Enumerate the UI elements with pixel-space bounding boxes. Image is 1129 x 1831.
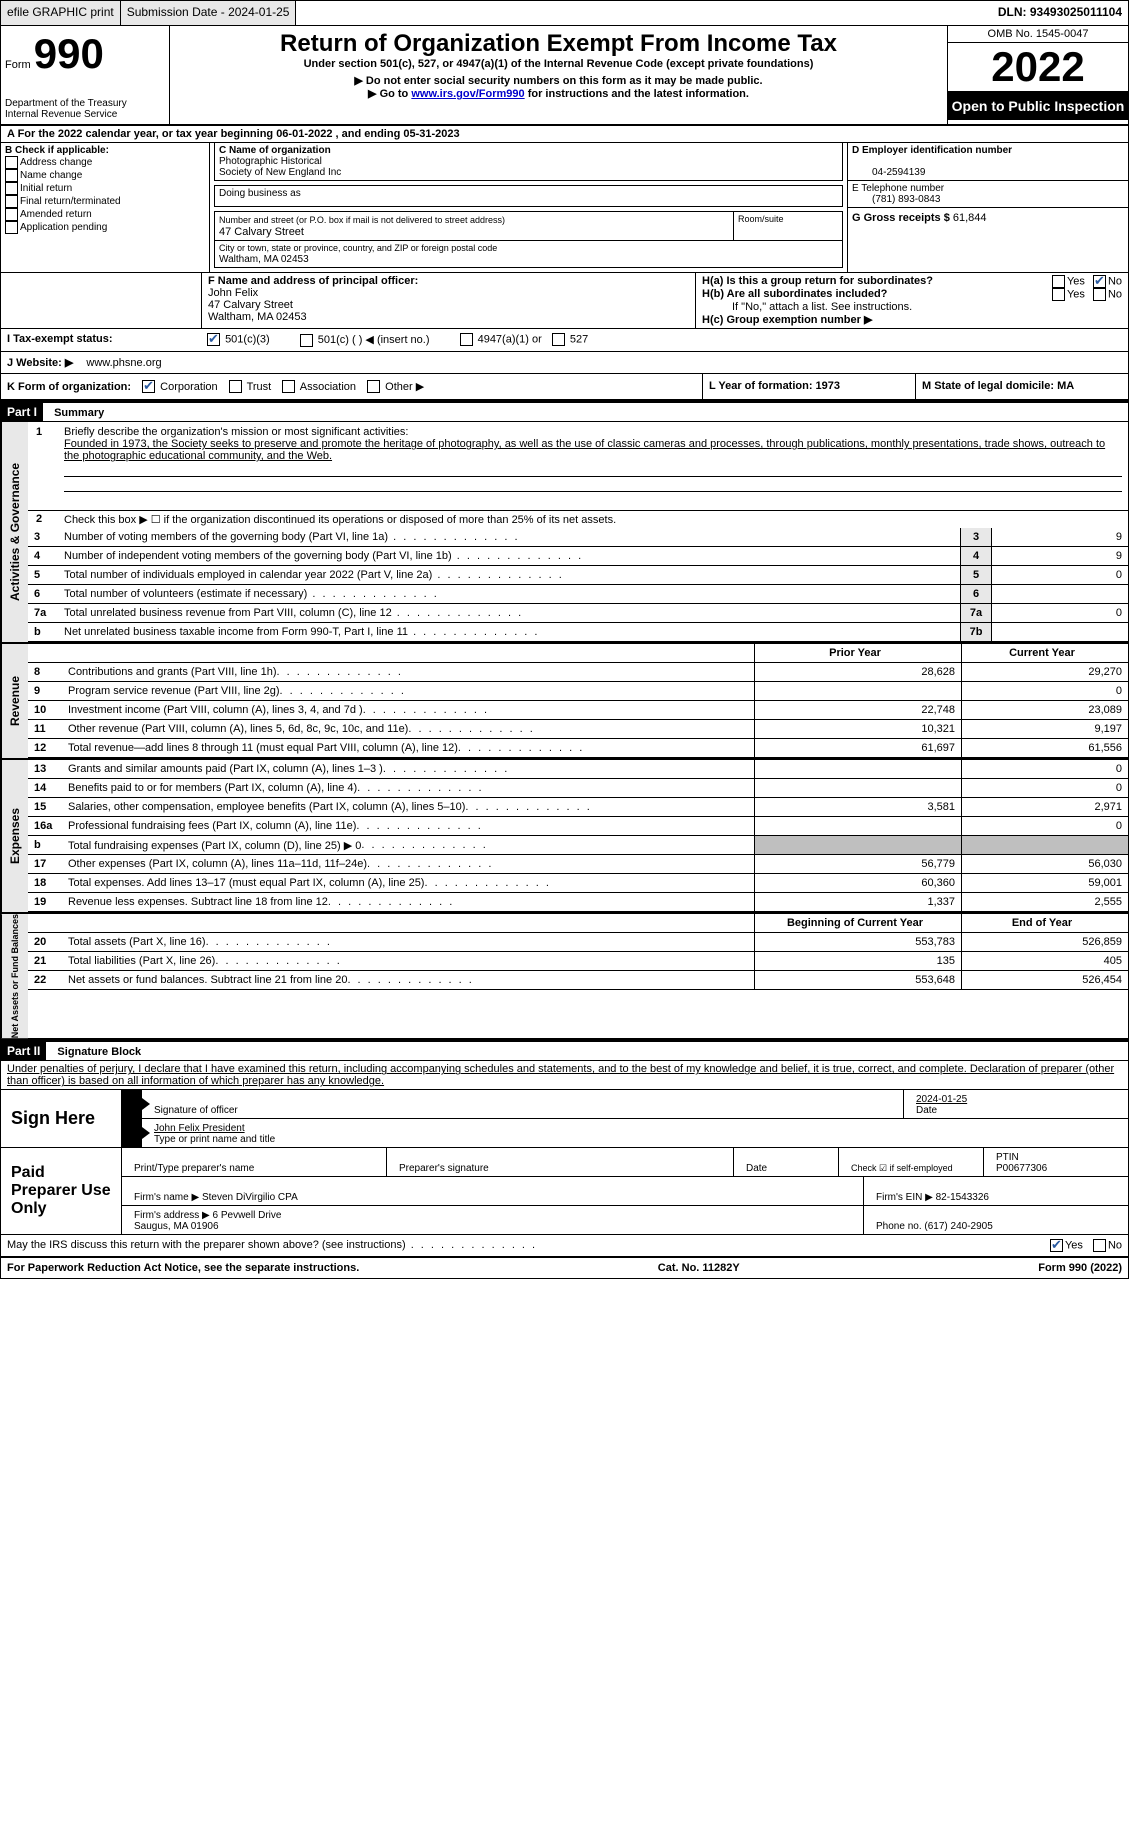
street-addr: 47 Calvary Street <box>219 226 304 238</box>
b-final[interactable]: Final return/terminated <box>5 195 205 208</box>
gov-label: Activities & Governance <box>1 422 28 642</box>
net-label: Net Assets or Fund Balances <box>1 914 28 1038</box>
efile-btn[interactable]: efile GRAPHIC print <box>1 1 121 25</box>
mission-text: Founded in 1973, the Society seeks to pr… <box>64 438 1105 462</box>
summary-line: 4Number of independent voting members of… <box>28 547 1128 566</box>
dept-treasury: Department of the Treasury <box>5 98 165 109</box>
k-corp[interactable]: Corporation <box>142 381 218 393</box>
declaration: Under penalties of perjury, I declare th… <box>1 1061 1128 1090</box>
officer-typed: John Felix President <box>154 1123 1116 1134</box>
header-right: OMB No. 1545-0047 2022 Open to Public In… <box>947 26 1128 124</box>
summary-line: 6Total number of volunteers (estimate if… <box>28 585 1128 604</box>
gross-receipts: 61,844 <box>953 212 987 224</box>
summary-line: 14Benefits paid to or for members (Part … <box>28 779 1128 798</box>
summary-line: 3Number of voting members of the governi… <box>28 528 1128 547</box>
ptin: P00677306 <box>996 1163 1116 1174</box>
summary-line: 8Contributions and grants (Part VIII, li… <box>28 663 1128 682</box>
firm-name: Steven DiVirgilio CPA <box>202 1192 298 1203</box>
dln: DLN: 93493025011104 <box>992 1 1128 25</box>
i-527[interactable]: 527 <box>552 333 588 347</box>
summary-line: 7aTotal unrelated business revenue from … <box>28 604 1128 623</box>
summary-line: 5Total number of individuals employed in… <box>28 566 1128 585</box>
part2-header: Part II Signature Block <box>1 1040 1128 1061</box>
b-amended[interactable]: Amended return <box>5 208 205 221</box>
firm-addr1: 6 Pevwell Drive <box>213 1210 282 1221</box>
summary-line: 21Total liabilities (Part X, line 26)135… <box>28 952 1128 971</box>
tax-year: 2022 <box>948 42 1128 92</box>
irs-label: Internal Revenue Service <box>5 109 165 120</box>
section-a: A For the 2022 calendar year, or tax yea… <box>1 126 1128 143</box>
state-domicile: M State of legal domicile: MA <box>915 374 1128 400</box>
ha-no[interactable]: No <box>1093 275 1122 288</box>
ein: 04-2594139 <box>852 167 925 178</box>
org-name1: Photographic Historical <box>219 156 322 167</box>
website: www.phsne.org <box>86 357 161 369</box>
summary-line: bNet unrelated business taxable income f… <box>28 623 1128 642</box>
summary-line: 18Total expenses. Add lines 13–17 (must … <box>28 874 1128 893</box>
k-other[interactable]: Other ▶ <box>367 381 424 393</box>
note-goto: ▶ Go to www.irs.gov/Form990 for instruct… <box>178 87 939 100</box>
city-state: Waltham, MA 02453 <box>219 254 309 265</box>
form-label: Form <box>5 59 31 71</box>
summary-line: 19Revenue less expenses. Subtract line 1… <box>28 893 1128 912</box>
rev-label: Revenue <box>1 644 28 758</box>
top-bar: efile GRAPHIC print Submission Date - 20… <box>1 1 1128 26</box>
summary-line: 15Salaries, other compensation, employee… <box>28 798 1128 817</box>
summary-line: bTotal fundraising expenses (Part IX, co… <box>28 836 1128 855</box>
summary-line: 13Grants and similar amounts paid (Part … <box>28 760 1128 779</box>
submission-date: Submission Date - 2024-01-25 <box>121 1 297 25</box>
summary-line: 9Program service revenue (Part VIII, lin… <box>28 682 1128 701</box>
form-subtitle: Under section 501(c), 527, or 4947(a)(1)… <box>178 58 939 70</box>
ha-yes[interactable]: Yes <box>1052 275 1085 288</box>
k-trust[interactable]: Trust <box>229 381 272 393</box>
inspection: Open to Public Inspection <box>948 92 1128 120</box>
b-pending[interactable]: Application pending <box>5 221 205 234</box>
summary-line: 22Net assets or fund balances. Subtract … <box>28 971 1128 990</box>
summary-line: 17Other expenses (Part IX, column (A), l… <box>28 855 1128 874</box>
summary-line: 10Investment income (Part VIII, column (… <box>28 701 1128 720</box>
discuss-no[interactable]: No <box>1093 1239 1122 1252</box>
discuss-yes[interactable]: Yes <box>1050 1239 1083 1252</box>
summary-line: 20Total assets (Part X, line 16)553,7835… <box>28 933 1128 952</box>
year-formation: L Year of formation: 1973 <box>702 374 915 400</box>
note-ssn: ▶ Do not enter social security numbers o… <box>178 74 939 87</box>
phone: (781) 893-0843 <box>852 194 940 205</box>
org-name2: Society of New England Inc <box>219 167 341 178</box>
b-initial[interactable]: Initial return <box>5 182 205 195</box>
irs-link[interactable]: www.irs.gov/Form990 <box>411 88 524 100</box>
header-center: Return of Organization Exempt From Incom… <box>170 26 947 124</box>
k-assoc[interactable]: Association <box>282 381 356 393</box>
i-501c[interactable]: 501(c) ( ) ◀ (insert no.) <box>300 333 430 347</box>
arrow-icon <box>122 1119 142 1147</box>
paid-preparer: Paid Preparer Use Only <box>1 1148 121 1234</box>
prep-phone: (617) 240-2905 <box>924 1221 992 1232</box>
section-b: B Check if applicable: Address change Na… <box>1 143 210 272</box>
i-501c3[interactable]: 501(c)(3) <box>207 333 270 347</box>
b-name-change[interactable]: Name change <box>5 169 205 182</box>
footer: For Paperwork Reduction Act Notice, see … <box>1 1258 1128 1278</box>
hb-no[interactable]: No <box>1093 288 1122 301</box>
header-left: Form 990 Department of the Treasury Inte… <box>1 26 170 124</box>
b-addr-change[interactable]: Address change <box>5 156 205 169</box>
firm-ein: 82-1543326 <box>936 1192 989 1203</box>
header: Form 990 Department of the Treasury Inte… <box>1 26 1128 126</box>
officer-name: John Felix <box>208 287 258 299</box>
i-4947[interactable]: 4947(a)(1) or <box>460 333 542 347</box>
exp-label: Expenses <box>1 760 28 912</box>
form-title: Return of Organization Exempt From Incom… <box>178 30 939 58</box>
form-page: efile GRAPHIC print Submission Date - 20… <box>0 0 1129 1279</box>
sign-here: Sign Here <box>1 1090 121 1147</box>
hb-yes[interactable]: Yes <box>1052 288 1085 301</box>
arrow-icon <box>122 1090 142 1118</box>
summary-line: 12Total revenue—add lines 8 through 11 (… <box>28 739 1128 758</box>
part1-header: Part I Summary <box>1 401 1128 422</box>
summary-line: 11Other revenue (Part VIII, column (A), … <box>28 720 1128 739</box>
form-number: 990 <box>34 30 104 77</box>
summary-line: 16aProfessional fundraising fees (Part I… <box>28 817 1128 836</box>
omb: OMB No. 1545-0047 <box>948 26 1128 42</box>
